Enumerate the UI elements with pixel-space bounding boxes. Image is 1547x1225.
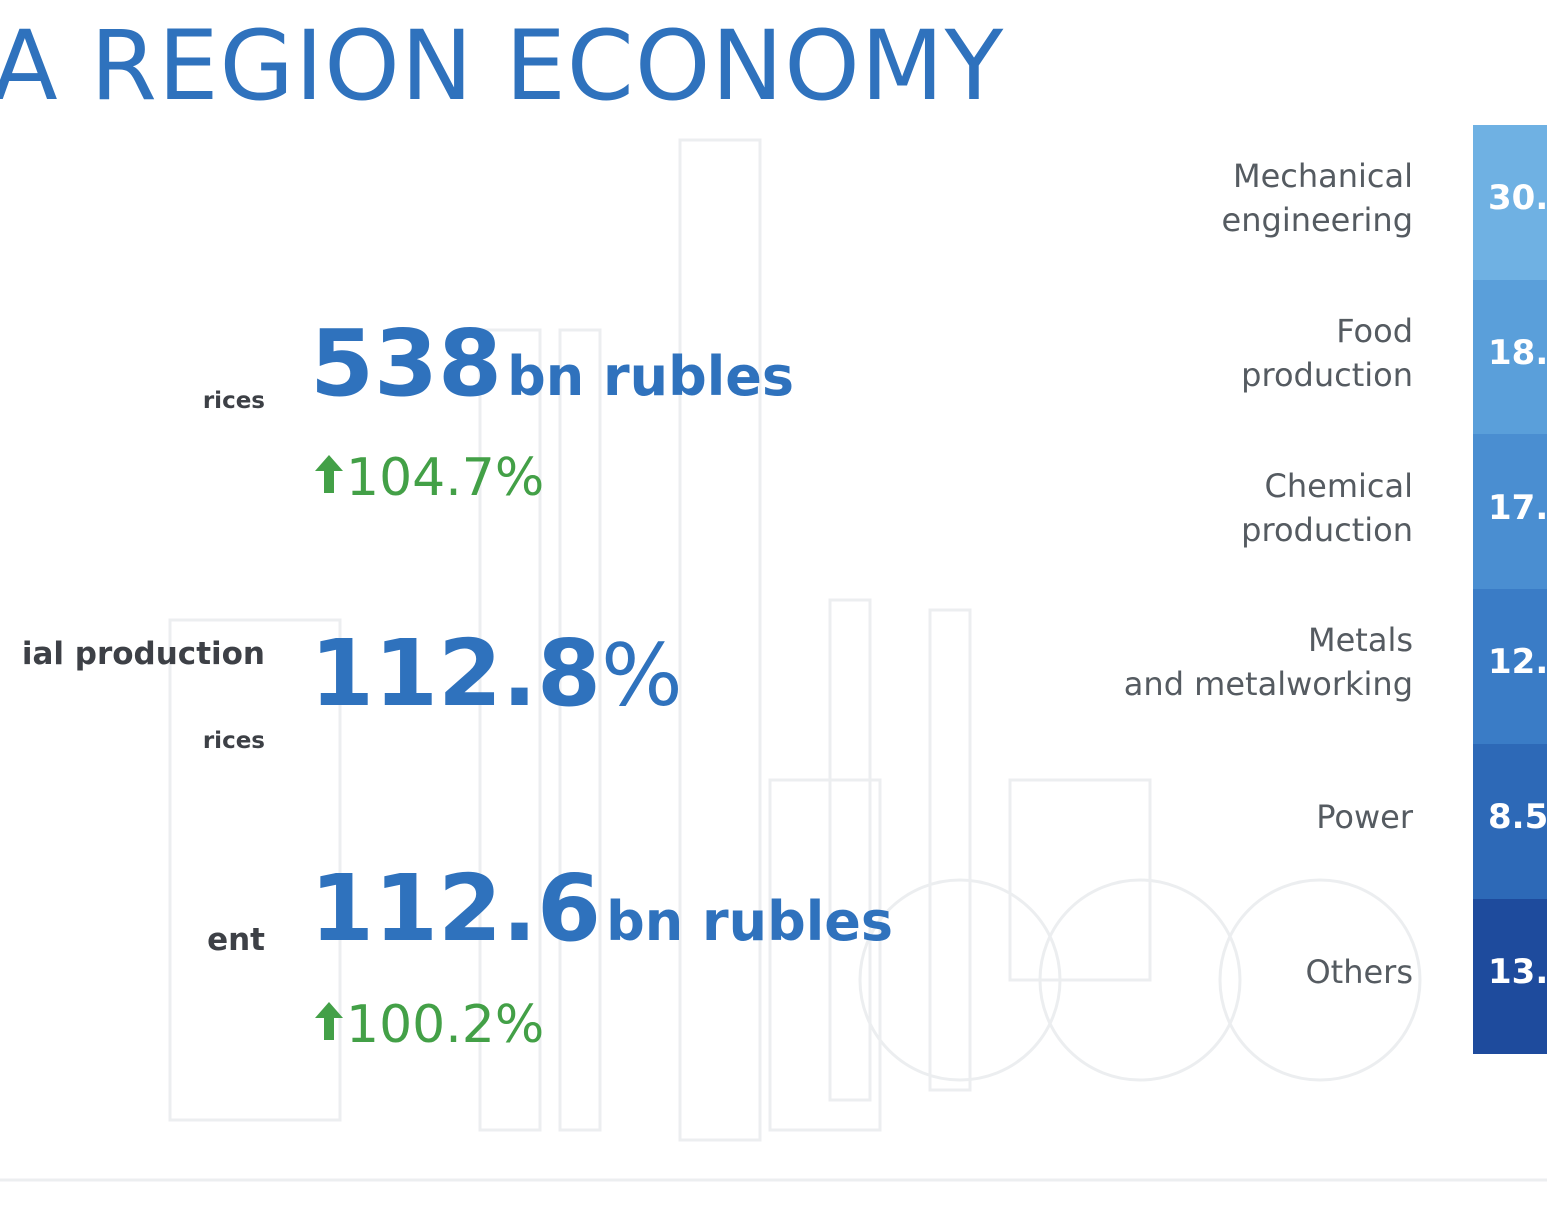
up-arrow [315, 1002, 343, 1040]
sector-band [1473, 589, 1547, 745]
metric-value: 112.8 [310, 620, 602, 727]
sector-share: 30. [1488, 178, 1547, 219]
metric: 112.8% [310, 620, 683, 727]
metric-value: 538 [310, 310, 503, 417]
metric: 538 bn rubles [310, 310, 794, 417]
sector-band [1473, 898, 1547, 1055]
metric-change: 104.7% [312, 448, 544, 508]
metric-value: 112.6 [310, 855, 602, 962]
left-label: ial production [21, 636, 265, 672]
sector-share: 8.5 [1488, 797, 1547, 838]
sector-share: 13. [1488, 951, 1547, 992]
sector-name: Others [1305, 952, 1413, 991]
up-arrow [315, 455, 343, 493]
sector-band [1473, 125, 1547, 281]
sector-name: Mechanical engineering [1221, 157, 1413, 240]
sector-name: Metals and metalworking [1123, 621, 1413, 704]
metric-change: 100.2% [312, 995, 544, 1055]
sector-share: 17. [1488, 487, 1547, 528]
sector-share: 12. [1488, 642, 1547, 683]
left-label: rices [202, 728, 265, 754]
left-label: ent [207, 922, 265, 958]
metric-unit: bn rubles [507, 345, 795, 408]
change-value: 100.2% [346, 995, 545, 1055]
change-value: 104.7% [346, 448, 545, 508]
sector-share: 18. [1488, 333, 1547, 374]
sector-band [1473, 743, 1547, 900]
title: A REGION ECONOMY [0, 10, 1005, 122]
sector-name: Power [1316, 798, 1413, 837]
sector-band [1473, 279, 1547, 436]
sector-name: Chemical production [1241, 466, 1413, 549]
metric: 112.6 bn rubles [310, 855, 893, 962]
sector-band [1473, 434, 1547, 591]
left-label: rices [202, 388, 265, 414]
sector-name: Food production [1241, 312, 1413, 395]
metric-unit: % [601, 626, 683, 726]
metric-unit: bn rubles [606, 890, 894, 953]
